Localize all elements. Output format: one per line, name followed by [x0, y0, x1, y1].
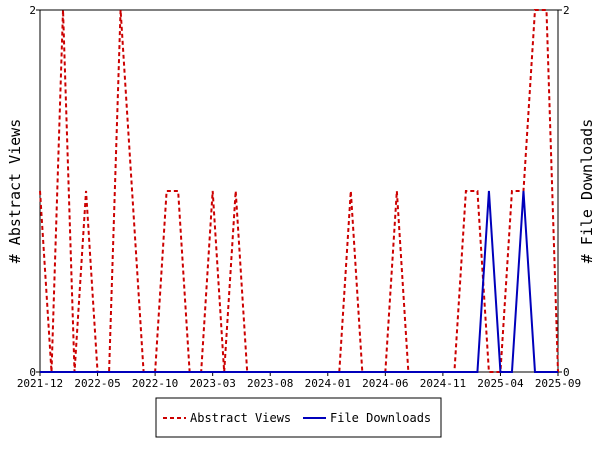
x-tick-label: 2025-04	[477, 377, 524, 390]
x-tick-label: 2024-06	[362, 377, 408, 390]
x-tick-label: 2023-03	[189, 377, 235, 390]
series-line-file-downloads	[40, 190, 558, 373]
x-tick-label: 2021-12	[17, 377, 63, 390]
y-right-tick-bottom: 0	[563, 366, 570, 379]
y-left-ticks: 2 0	[29, 4, 40, 379]
legend: Abstract Views File Downloads	[155, 397, 442, 438]
y-right-tick-top: 2	[563, 4, 570, 17]
x-tick-label: 2022-10	[132, 377, 178, 390]
x-tick-label: 2024-01	[305, 377, 351, 390]
legend-label-file-downloads: File Downloads	[330, 411, 431, 425]
legend-box	[155, 397, 442, 438]
y-left-tick-bottom: 0	[29, 366, 36, 379]
x-tick-label: 2025-09	[535, 377, 581, 390]
x-tick-label: 2023-08	[247, 377, 293, 390]
y-left-axis-title: # Abstract Views	[6, 119, 24, 264]
y-right-axis-title: # File Downloads	[578, 119, 596, 264]
legend-label-abstract-views: Abstract Views	[190, 411, 291, 425]
x-axis-ticks: 2021-12 2022-05 2022-10 2023-03 2023-08 2024-…	[17, 372, 581, 390]
series-layer	[39, 9, 559, 373]
y-right-ticks: 2 0	[558, 4, 570, 379]
x-tick-label: 2022-05	[74, 377, 120, 390]
y-left-tick-top: 2	[29, 4, 36, 17]
x-tick-label: 2024-11	[420, 377, 466, 390]
